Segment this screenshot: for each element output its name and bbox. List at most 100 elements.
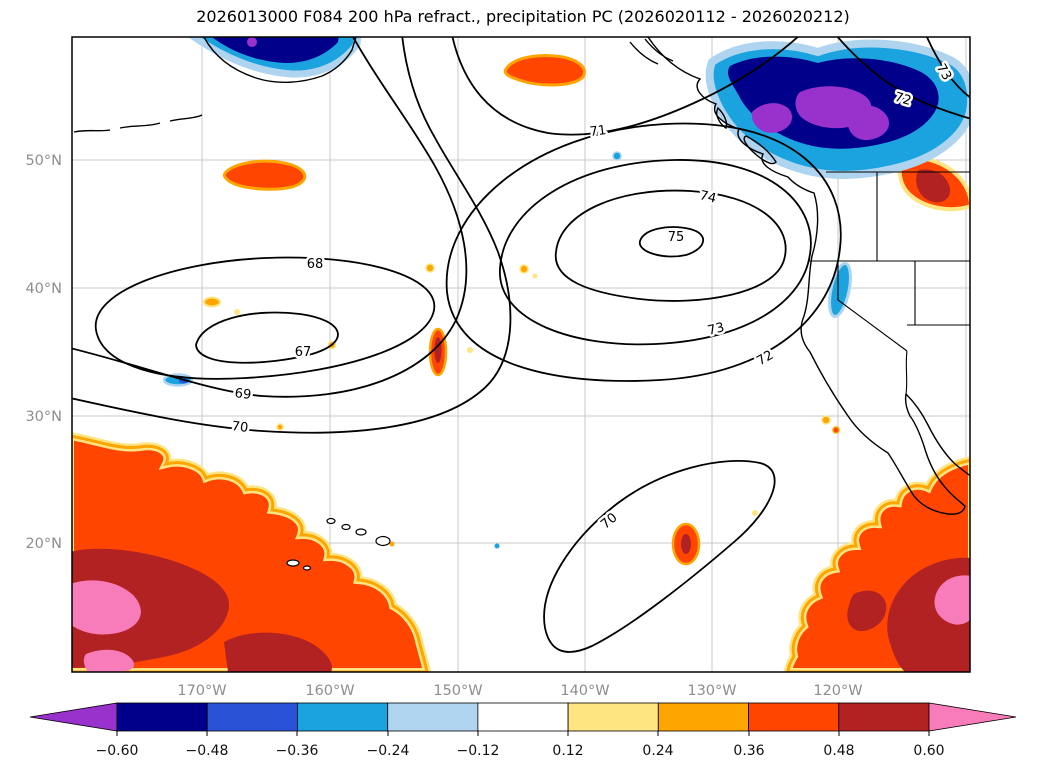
coastlines	[73, 37, 970, 571]
colorbar-tick-label: 0.48	[823, 743, 854, 759]
y-tick-label: 50°N	[25, 153, 62, 169]
contour-labels: 68 67 69 70 71 74 75 73 72 70 72 73	[228, 59, 956, 535]
y-tick-label: 20°N	[25, 536, 62, 552]
positive-core-sw-2	[224, 632, 332, 672]
colorbar-tick-label: 0.36	[733, 743, 764, 759]
coastline-aleutians	[73, 114, 203, 133]
page-title: 2026013000 F084 200 hPa refract., precip…	[196, 7, 850, 26]
contour-label: 70	[598, 510, 620, 532]
contour-label: 70	[231, 419, 249, 436]
anomaly-speck	[821, 415, 831, 425]
anomaly-speck	[532, 273, 538, 279]
positive-region-sw	[72, 434, 429, 672]
contour-70-south	[543, 460, 776, 653]
y-tick-label: 40°N	[25, 281, 62, 297]
positive-patch-top-center	[503, 54, 586, 87]
colorbar-right-arrow	[928, 702, 1017, 732]
anomaly-speck	[425, 263, 435, 273]
negative-streak-coast	[828, 262, 852, 318]
contour-69	[72, 37, 468, 398]
contour-72	[445, 122, 842, 382]
political-borders	[808, 171, 970, 395]
colorbar-band	[296, 702, 389, 732]
x-tick-label: 170°W	[177, 683, 226, 699]
contour-label: 72	[754, 348, 776, 369]
anomaly-speck	[519, 264, 529, 274]
colorbar-band	[838, 702, 930, 732]
x-tick-label: 130°W	[687, 683, 736, 699]
colorbar-tick-label: −0.48	[186, 743, 229, 759]
x-axis-labels: 170°W 160°W 150°W 140°W 130°W 120°W	[177, 683, 862, 699]
contour-68	[95, 256, 435, 380]
colorbar-tick-label: −0.60	[96, 743, 139, 759]
colorbar-tick-label: 0.24	[642, 743, 673, 759]
positive-region-se	[786, 458, 970, 672]
contour-73-northeast	[925, 37, 970, 99]
y-axis-labels: 50°N 40°N 30°N 20°N	[25, 153, 62, 552]
contour-label: 67	[295, 345, 312, 360]
colorbar-tick-label: 0.60	[913, 743, 944, 759]
anomaly-speck	[467, 347, 473, 353]
contour-lines	[72, 37, 970, 653]
anomaly-speck	[752, 510, 758, 516]
x-tick-label: 140°W	[560, 683, 609, 699]
colorbar: −0.60 −0.48 −0.36 −0.24 −0.12 0.12 0.24 …	[29, 702, 1017, 759]
colorbar-tick-labels: −0.60 −0.48 −0.36 −0.24 −0.12 0.12 0.24 …	[96, 743, 945, 759]
coastline-archipelago	[629, 38, 674, 65]
anomaly-speck	[612, 151, 622, 161]
hawaiian-islands	[326, 517, 391, 547]
colorbar-band	[206, 702, 298, 732]
colorbar-band	[748, 702, 840, 732]
positive-core-ne	[916, 169, 951, 203]
positive-streak-mid-core	[434, 337, 442, 363]
y-tick-label: 30°N	[25, 409, 62, 425]
negative-peak-nw	[247, 37, 257, 47]
colorbar-tick-label: 0.12	[552, 743, 583, 759]
positive-blob-south-core	[681, 534, 691, 554]
shaded-fields	[72, 37, 970, 672]
x-tick-label: 120°W	[813, 683, 862, 699]
contour-73	[499, 159, 812, 346]
contour-label: 68	[307, 257, 324, 272]
positive-core-sw-1	[72, 548, 230, 668]
colorbar-tick-label: −0.12	[457, 743, 500, 759]
colorbar-band	[116, 702, 208, 732]
contour-label: 73	[706, 320, 726, 339]
colorbar-ticks	[116, 731, 930, 736]
coastline-gulf-east	[905, 393, 970, 477]
positive-core-se-streak	[847, 590, 887, 632]
colorbar-band	[477, 702, 569, 732]
positive-patch-upper-left	[222, 159, 307, 191]
anomaly-speck	[276, 423, 284, 431]
negative-peak-ne-1	[751, 103, 793, 133]
contour-67	[195, 311, 339, 364]
negative-region-nw-core	[211, 37, 339, 63]
x-tick-label: 160°W	[305, 683, 354, 699]
contour-75	[639, 226, 704, 258]
colorbar-tick-label: −0.24	[367, 743, 410, 759]
contour-label: 69	[234, 386, 252, 403]
anomaly-speck	[234, 309, 240, 315]
anomaly-speck	[832, 426, 840, 434]
anomaly-speck	[203, 296, 221, 308]
coastline-alaska	[203, 37, 357, 84]
small-islands	[286, 559, 312, 571]
positive-peak-se	[934, 575, 970, 625]
plot-frame	[71, 36, 971, 673]
x-tick-label: 150°W	[433, 683, 482, 699]
vancouver-island	[743, 135, 777, 165]
contour-70-west	[72, 37, 512, 434]
haida-gwaii	[716, 106, 728, 130]
colorbar-tick-label: −0.36	[276, 743, 319, 759]
colorbar-band	[567, 702, 659, 732]
anomaly-speck	[389, 541, 395, 547]
contour-72-northeast	[836, 37, 970, 120]
negative-peak-ne-3	[847, 105, 890, 141]
contour-74	[555, 189, 787, 302]
positive-peak-sw-1	[72, 580, 141, 635]
anomaly-speck	[494, 543, 500, 549]
positive-peak-sw-2	[83, 649, 135, 672]
contour-label: 75	[668, 230, 685, 245]
